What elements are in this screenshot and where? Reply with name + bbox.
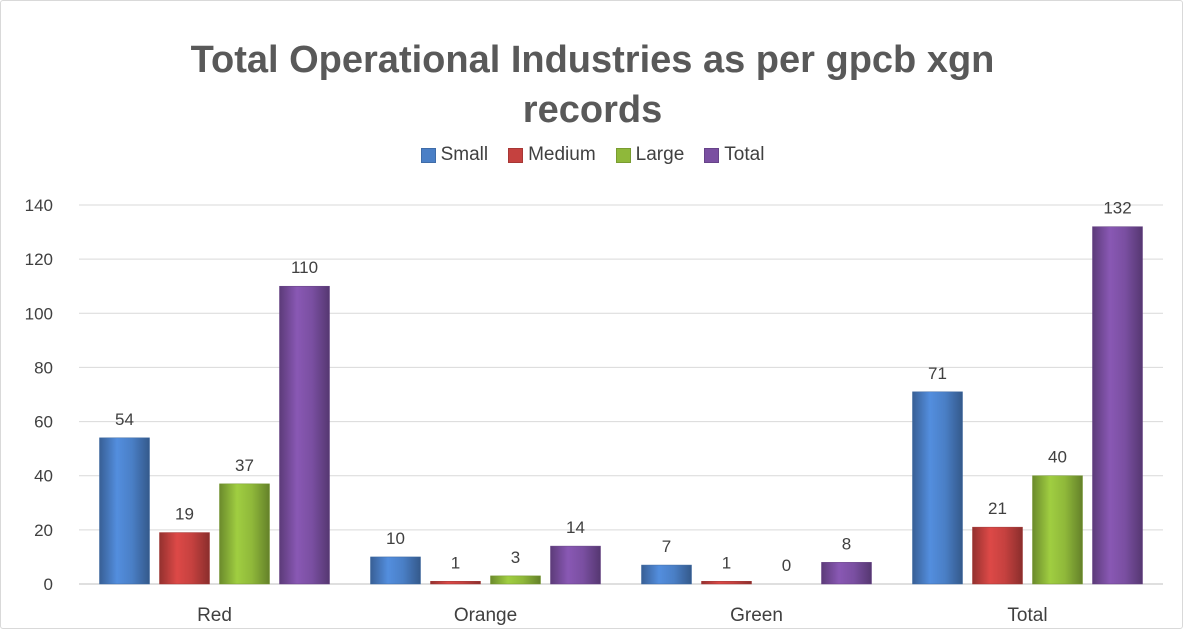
legend-item-small: Small	[420, 144, 489, 166]
bar-total-green	[821, 562, 872, 585]
data-label: 7	[662, 537, 671, 556]
bar-large-red	[219, 483, 270, 585]
data-label: 110	[291, 258, 318, 277]
legend-swatch-large	[615, 147, 631, 163]
legend-item-medium: Medium	[508, 144, 596, 166]
legend-swatch-medium	[508, 147, 524, 163]
y-tick-label: 100	[25, 304, 53, 323]
chart-title-line-1: Total Operational Industries as per gpcb…	[190, 39, 995, 81]
legend-label-total: Total	[724, 144, 765, 165]
data-label: 71	[928, 364, 947, 383]
legend-swatch-total	[704, 147, 720, 163]
legend-label-medium: Medium	[528, 144, 596, 165]
legend-item-large: Large	[615, 144, 685, 166]
bar-small-red	[99, 437, 150, 585]
data-label: 40	[1048, 448, 1067, 467]
data-label: 19	[175, 505, 194, 524]
y-tick-label: 80	[34, 358, 53, 377]
y-tick-label: 20	[34, 521, 53, 540]
data-label: 0	[782, 556, 791, 575]
y-tick-label: 60	[34, 413, 53, 432]
bar-medium-green	[701, 581, 752, 585]
y-tick-label: 120	[25, 250, 53, 269]
data-label: 10	[386, 529, 405, 548]
bar-total-orange	[550, 545, 601, 585]
bar-small-green	[641, 564, 692, 585]
bar-total-red	[279, 285, 330, 585]
chart-title-line-2: records	[522, 89, 663, 131]
bar-large-orange	[490, 575, 541, 585]
data-label: 1	[722, 553, 731, 572]
x-category-label: Total	[1007, 605, 1047, 626]
data-label: 132	[1103, 199, 1131, 218]
legend-label-small: Small	[440, 144, 489, 165]
bar-medium-orange	[430, 581, 481, 585]
bar-small-orange	[370, 556, 421, 585]
x-category-label: Green	[730, 605, 783, 626]
data-label: 3	[511, 548, 520, 567]
legend-swatch-small	[420, 147, 436, 163]
y-tick-label: 140	[25, 196, 53, 215]
x-category-label: Red	[197, 605, 232, 626]
data-label: 21	[988, 499, 1007, 518]
bar-large-total	[1032, 475, 1083, 585]
legend-label-large: Large	[635, 144, 685, 165]
data-label: 14	[566, 518, 585, 537]
data-label: 8	[842, 534, 851, 553]
bar-small-total	[912, 391, 963, 585]
data-label: 1	[451, 553, 460, 572]
bar-medium-red	[159, 532, 210, 585]
data-label: 37	[235, 456, 254, 475]
y-tick-label: 0	[44, 575, 53, 594]
bar-medium-total	[972, 526, 1023, 585]
bar-total-total	[1092, 226, 1143, 585]
data-label: 54	[115, 410, 134, 429]
x-category-label: Orange	[454, 605, 517, 626]
y-tick-label: 40	[34, 467, 53, 486]
legend-item-total: Total	[704, 144, 764, 166]
chart-legend: Small Medium Large Total	[1, 144, 1183, 166]
